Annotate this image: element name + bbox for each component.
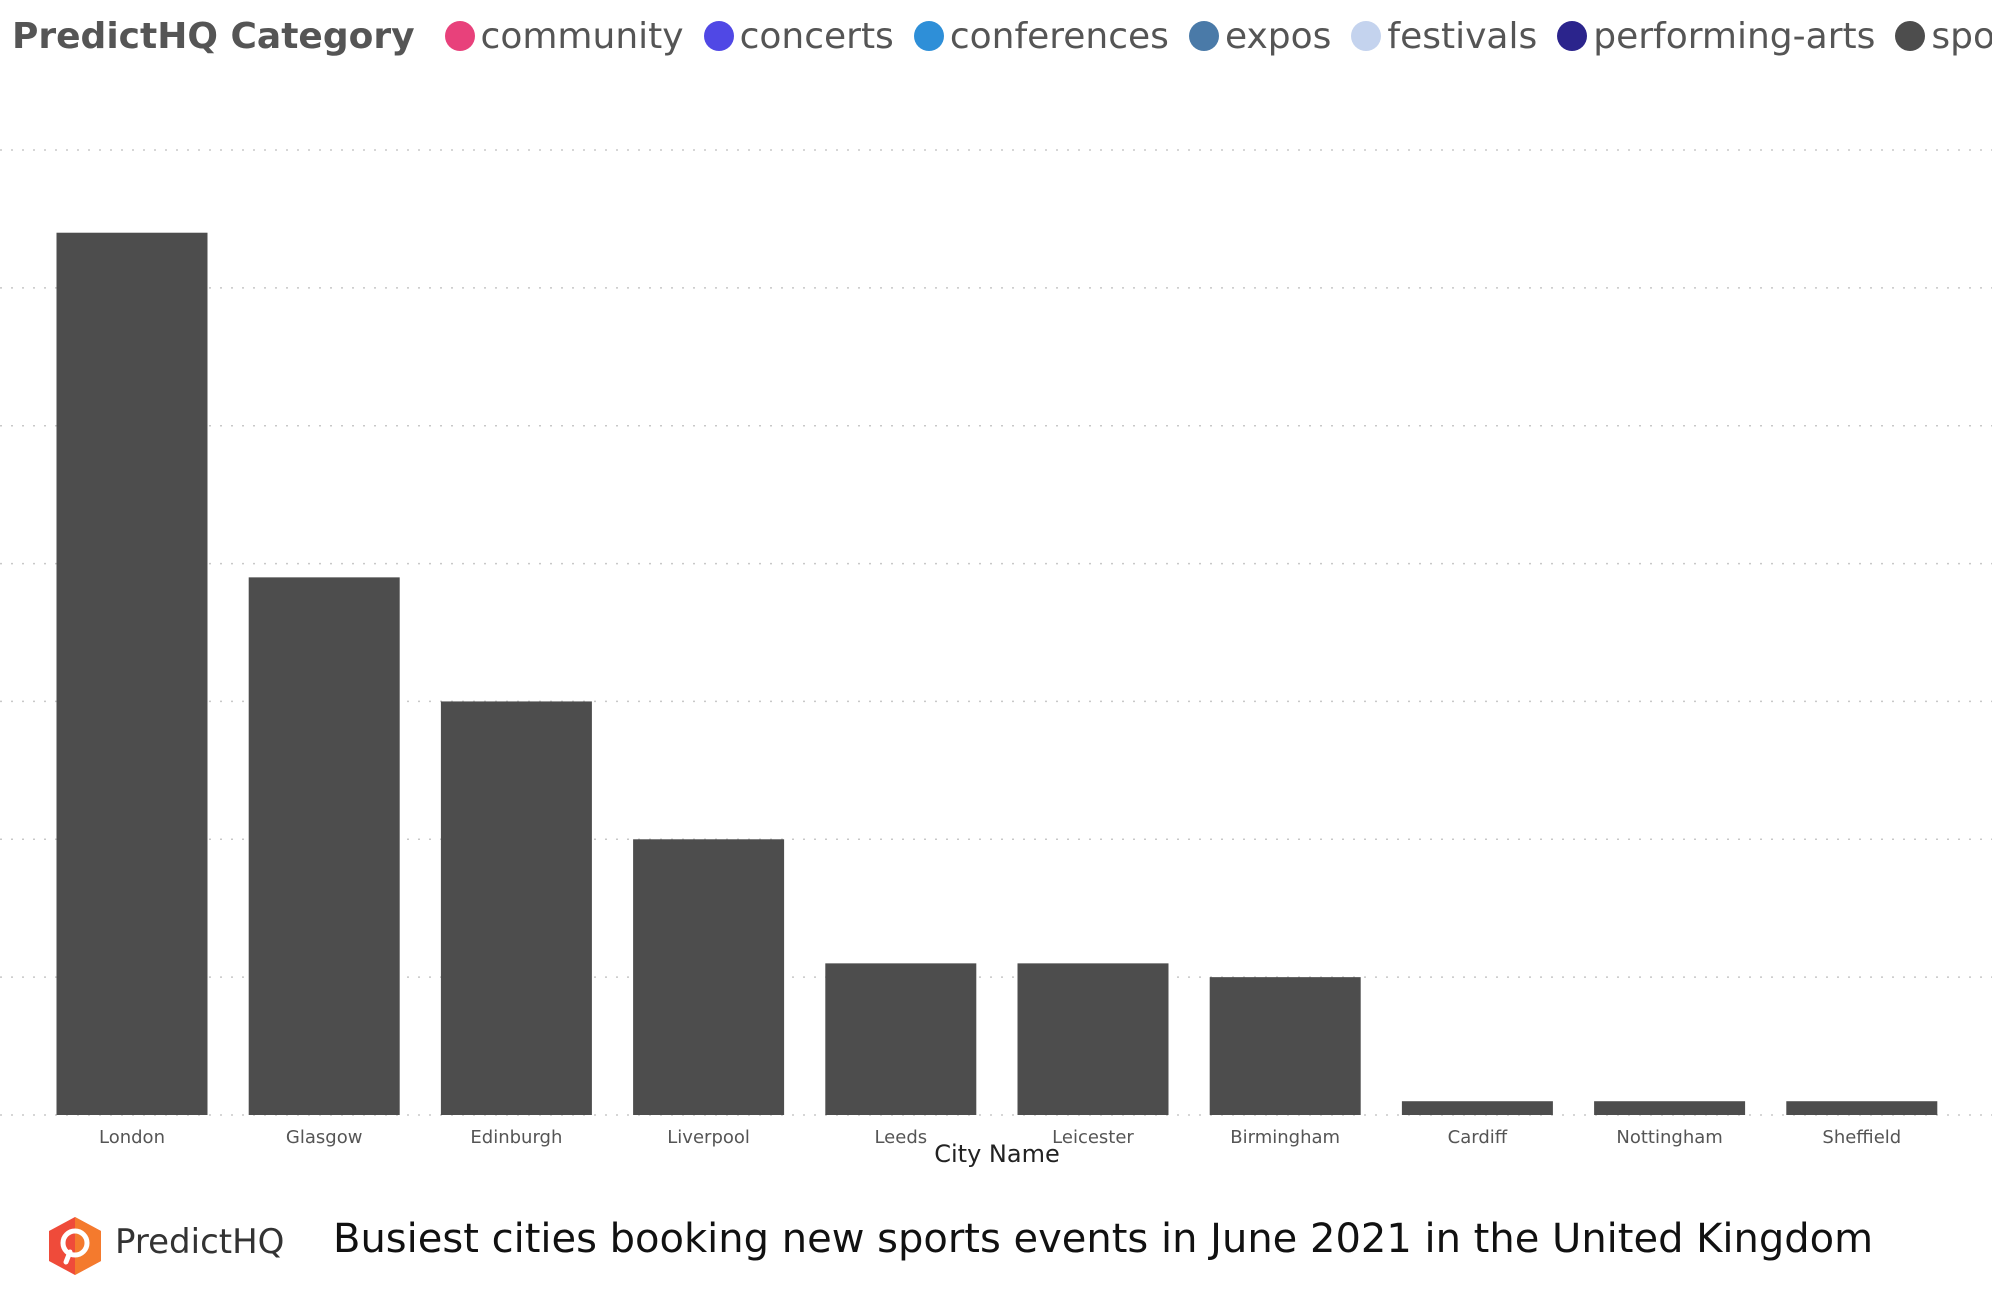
legend-label: festivals	[1387, 15, 1538, 57]
legend-item-performing-arts[interactable]: performing-arts	[1557, 16, 1875, 57]
legend-label: concerts	[739, 15, 894, 57]
legend-item-expos[interactable]: expos	[1188, 15, 1332, 57]
x-tick-labels: London Glasgow Edinburgh Liverpool Leeds Leic…	[99, 1127, 1901, 1148]
legend-label: expos	[1224, 15, 1332, 57]
bar-glasgow[interactable]	[248, 577, 400, 1115]
legend-title: PredictHQ Category	[12, 15, 415, 57]
legend-label: performing-arts	[1593, 15, 1876, 57]
legend-swatch	[444, 21, 475, 51]
x-tick-label: Sheffield	[1822, 1127, 1901, 1148]
x-tick-label: Liverpool	[667, 1127, 750, 1148]
bar-edinburgh[interactable]	[440, 701, 592, 1115]
bar-leicester[interactable]	[1017, 963, 1169, 1115]
x-axis-label: City Name	[934, 1140, 1059, 1168]
legend-swatch	[913, 21, 944, 51]
legend-swatch	[1895, 21, 1926, 51]
bar-london[interactable]	[56, 232, 208, 1115]
chart-caption: Busiest cities booking new sports events…	[333, 1216, 1874, 1262]
bar-birmingham[interactable]	[1209, 977, 1361, 1115]
x-tick-label: London	[99, 1127, 165, 1148]
bar-liverpool[interactable]	[633, 839, 785, 1115]
bars	[56, 232, 1938, 1115]
bar-nottingham[interactable]	[1594, 1101, 1746, 1115]
x-tick-label: Glasgow	[286, 1127, 363, 1148]
legend-item-community[interactable]: community	[444, 15, 684, 57]
x-tick-label: Leeds	[874, 1127, 927, 1148]
bar-chart: London Glasgow Edinburgh Liverpool Leeds Leic…	[0, 149, 1992, 1168]
bar-cardiff[interactable]	[1401, 1101, 1553, 1115]
legend-label: sports	[1931, 15, 1992, 57]
x-tick-label: Cardiff	[1448, 1127, 1508, 1148]
legend-item-sports[interactable]: sports	[1895, 16, 1992, 57]
legend-item-concerts[interactable]: concerts	[703, 15, 894, 57]
bar-sheffield[interactable]	[1786, 1101, 1938, 1115]
legend: PredictHQ Category community concerts conf…	[12, 8, 1992, 64]
legend-label: conferences	[949, 15, 1169, 57]
x-tick-label: Birmingham	[1230, 1127, 1340, 1148]
x-tick-label: Nottingham	[1616, 1127, 1722, 1148]
brand-name: PredictHQ	[115, 1222, 285, 1262]
footer: PredictHQ Busiest cities booking new spo…	[0, 1180, 1992, 1300]
legend-swatch	[703, 21, 734, 51]
legend-item-conferences[interactable]: conferences	[913, 15, 1169, 57]
legend-item-festivals[interactable]: festivals	[1351, 16, 1537, 57]
legend-label: community	[480, 15, 684, 57]
bar-leeds[interactable]	[825, 963, 977, 1115]
legend-swatch	[1351, 21, 1382, 51]
x-tick-label: Edinburgh	[470, 1127, 562, 1148]
legend-swatch	[1188, 21, 1219, 51]
x-tick-label: Leicester	[1052, 1127, 1134, 1148]
predicthq-logo-icon	[49, 1217, 101, 1275]
legend-swatch	[1557, 21, 1588, 51]
